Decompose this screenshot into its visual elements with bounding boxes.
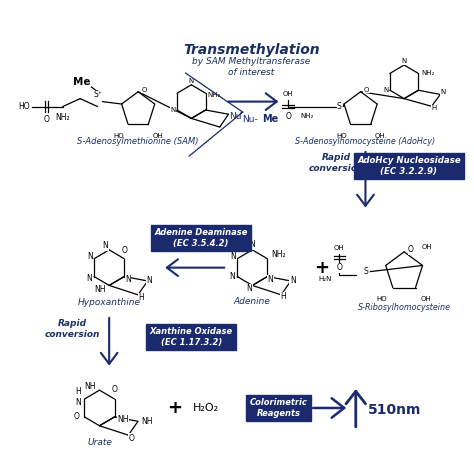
Text: OH: OH xyxy=(283,91,293,97)
Text: N: N xyxy=(125,275,131,284)
Text: S-Ribosylhomocysteine: S-Ribosylhomocysteine xyxy=(358,303,451,312)
Text: Urate: Urate xyxy=(87,438,112,447)
Text: NH: NH xyxy=(94,285,105,294)
Text: NH₂: NH₂ xyxy=(301,113,314,119)
Text: NH₂: NH₂ xyxy=(55,113,70,122)
Text: O: O xyxy=(128,434,134,443)
Text: O: O xyxy=(141,87,146,93)
Text: O: O xyxy=(74,412,80,421)
Text: Adenine: Adenine xyxy=(234,297,271,306)
Text: HO: HO xyxy=(113,133,124,139)
Text: N: N xyxy=(189,78,194,84)
Text: N: N xyxy=(249,240,255,249)
Text: OH: OH xyxy=(421,244,432,250)
Text: H: H xyxy=(432,105,437,111)
Text: HO: HO xyxy=(336,133,346,139)
Text: S: S xyxy=(363,267,368,276)
Text: H
N: H N xyxy=(75,387,81,407)
Text: O: O xyxy=(408,246,414,255)
Text: N: N xyxy=(102,241,108,250)
Text: NH: NH xyxy=(84,382,96,391)
Text: H₂N: H₂N xyxy=(318,276,332,283)
Text: O: O xyxy=(285,112,291,121)
Text: N: N xyxy=(171,107,176,113)
Text: NH: NH xyxy=(118,415,129,424)
Text: S-Adenosylmethionine (SAM): S-Adenosylmethionine (SAM) xyxy=(77,137,199,146)
Text: OH: OH xyxy=(420,296,431,302)
Text: N: N xyxy=(87,252,93,261)
Text: Nu: Nu xyxy=(228,112,241,121)
Text: +: + xyxy=(314,259,329,277)
Text: Me: Me xyxy=(73,77,91,87)
Text: Rapid
conversion: Rapid conversion xyxy=(309,153,364,173)
Text: Hypoxanthine: Hypoxanthine xyxy=(78,298,141,307)
Text: N: N xyxy=(383,87,389,93)
Text: 510nm: 510nm xyxy=(368,403,422,417)
Text: H: H xyxy=(138,293,144,302)
Text: O: O xyxy=(121,246,127,255)
Text: Adenine Deaminase
(EC 3.5.4.2): Adenine Deaminase (EC 3.5.4.2) xyxy=(155,228,248,248)
Text: N: N xyxy=(401,58,407,64)
Text: Transmethylation: Transmethylation xyxy=(183,43,319,57)
Text: HO: HO xyxy=(18,102,30,111)
Text: +: + xyxy=(167,399,182,417)
Text: H₂O₂: H₂O₂ xyxy=(193,403,219,413)
Text: OH: OH xyxy=(375,133,385,139)
Text: N: N xyxy=(147,276,153,285)
Text: N: N xyxy=(230,252,236,261)
Text: AdoHcy Nucleosidase
(EC 3.2.2.9): AdoHcy Nucleosidase (EC 3.2.2.9) xyxy=(357,156,461,175)
Text: OH: OH xyxy=(334,245,345,251)
Text: Colorimetric
Reagents: Colorimetric Reagents xyxy=(249,398,307,418)
Text: Me: Me xyxy=(262,114,278,124)
Text: Nu-: Nu- xyxy=(242,115,258,124)
Text: S⁺: S⁺ xyxy=(93,90,102,99)
Text: NH₂: NH₂ xyxy=(421,71,435,76)
Text: N: N xyxy=(86,274,92,283)
Text: S: S xyxy=(337,102,342,111)
Text: N: N xyxy=(246,284,252,293)
Text: Rapid
conversion: Rapid conversion xyxy=(45,319,100,338)
Text: O: O xyxy=(337,263,342,272)
Text: O: O xyxy=(364,87,369,93)
Text: S-Adenosylhomocysteine (AdoHcy): S-Adenosylhomocysteine (AdoHcy) xyxy=(295,137,436,146)
Text: HO: HO xyxy=(376,296,387,302)
Text: O: O xyxy=(43,115,49,124)
Text: N: N xyxy=(267,275,273,284)
Text: N: N xyxy=(440,90,446,95)
Text: NH₂: NH₂ xyxy=(271,250,286,259)
Text: Xanthine Oxidase
(EC 1.17.3.2): Xanthine Oxidase (EC 1.17.3.2) xyxy=(150,327,233,346)
Text: NH: NH xyxy=(141,417,152,426)
Text: O: O xyxy=(112,385,118,394)
Text: N: N xyxy=(290,276,296,285)
Text: NH₂: NH₂ xyxy=(208,92,221,98)
Text: H: H xyxy=(280,292,286,301)
Text: by SAM Methyltransferase
of interest: by SAM Methyltransferase of interest xyxy=(192,57,310,77)
Text: OH: OH xyxy=(152,133,163,139)
Text: N: N xyxy=(229,272,235,281)
